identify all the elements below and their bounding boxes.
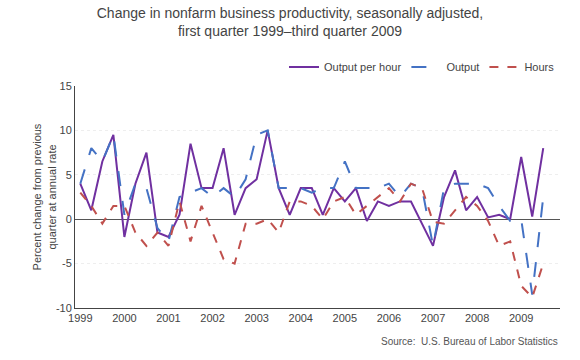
- svg-text:15: 15: [60, 80, 72, 92]
- svg-text:2004: 2004: [289, 312, 313, 324]
- svg-text:2005: 2005: [333, 312, 357, 324]
- svg-text:Hours: Hours: [524, 61, 554, 73]
- svg-text:1999: 1999: [68, 312, 92, 324]
- svg-text:2009: 2009: [509, 312, 533, 324]
- svg-text:0: 0: [66, 213, 72, 225]
- svg-text:Percent change from previousqu: Percent change from previousquarter at a…: [31, 123, 57, 270]
- svg-text:5: 5: [66, 169, 72, 181]
- svg-text:2002: 2002: [200, 312, 224, 324]
- svg-text:-10: -10: [56, 302, 72, 314]
- svg-text:2007: 2007: [421, 312, 445, 324]
- svg-text:-5: -5: [62, 257, 72, 269]
- svg-text:Output per hour: Output per hour: [324, 61, 401, 73]
- svg-text:Source: U.S. Bureau of Labor: Source: U.S. Bureau of Labor Statistics: [381, 336, 558, 347]
- svg-text:Output: Output: [446, 61, 479, 73]
- svg-text:2003: 2003: [244, 312, 268, 324]
- svg-text:2000: 2000: [112, 312, 136, 324]
- svg-text:10: 10: [60, 124, 72, 136]
- svg-text:2006: 2006: [377, 312, 401, 324]
- svg-text:2001: 2001: [156, 312, 180, 324]
- svg-text:Change in nonfarm business pro: Change in nonfarm business productivity,…: [97, 5, 484, 39]
- svg-text:2008: 2008: [465, 312, 489, 324]
